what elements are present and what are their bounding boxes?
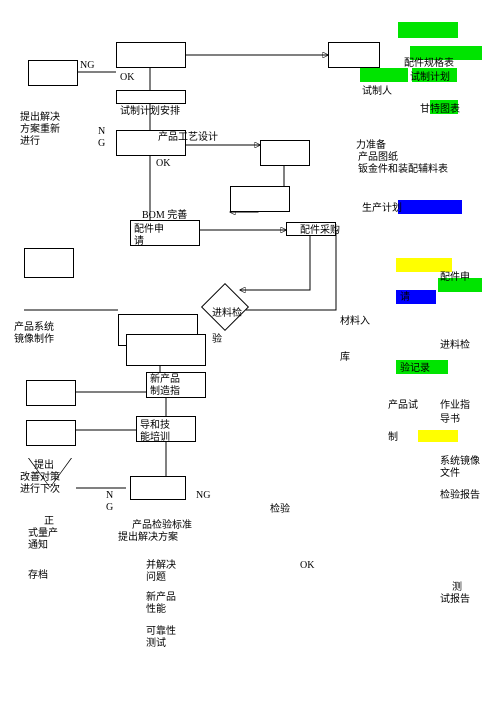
l-sheet: 钣金件和装配辅料表 (358, 164, 448, 176)
l-new-perf: 新产品 (146, 592, 176, 604)
l-test-rep: 测 (452, 582, 462, 594)
l-std2: 提出解决方案 (118, 532, 178, 544)
l-trial-make: 产品试 (388, 400, 418, 412)
l-trial-plan: 试制计划 (410, 72, 450, 84)
l-improve2: 改善对策 (20, 472, 60, 484)
l-ng-top: NG (80, 60, 94, 72)
l-ng-bot-g: G (106, 502, 113, 514)
l-in-rec: 验记录 (400, 363, 430, 375)
l-new-make: 新产品 (150, 374, 180, 386)
l-train2: 能培训 (140, 432, 170, 444)
l-sys-file2: 文件 (440, 468, 460, 480)
cb-part-y (396, 258, 452, 272)
cb-prod-plan (398, 200, 462, 214)
l-new-make2: 制造指 (150, 386, 180, 398)
cb-top-1 (398, 22, 458, 38)
l-test-rep2: 试报告 (440, 594, 470, 606)
l-make: 制 (388, 432, 398, 444)
l-opguide2: 导书 (440, 414, 460, 426)
l-bom: BOM 完善 (142, 210, 187, 222)
l-mass3: 通知 (28, 540, 48, 552)
l-in-insp-r: 进料检 (440, 340, 470, 352)
l-mat-in: 材料入 (340, 316, 370, 328)
l-ok-bot: OK (300, 560, 314, 572)
l-ok-top: OK (120, 72, 134, 84)
diamond-inspect (201, 283, 249, 331)
cb-make-y (418, 430, 458, 442)
l-solve-p: 并解决 (146, 560, 176, 572)
l-plan-arr: 试制计划安排 (120, 106, 180, 118)
l-improve3: 进行下次 (20, 484, 60, 496)
box-left-s2 (26, 420, 76, 446)
l-sys-img: 产品系统 (14, 322, 54, 334)
box-top-right (328, 42, 380, 68)
l-mass: 正 (44, 516, 54, 528)
box-process-r (260, 140, 310, 166)
l-parts-app2: 请 (400, 292, 410, 304)
l-ok-proc: OK (156, 158, 170, 170)
l-opguide: 作业指 (440, 400, 470, 412)
box-top-left (28, 60, 78, 86)
box-ng (130, 476, 186, 500)
l-stock: 库 (340, 352, 350, 364)
box-left-s1 (26, 380, 76, 406)
box-bom-r (230, 186, 290, 212)
l-prep: 力准备 (356, 140, 386, 152)
cb-top-3a (360, 68, 408, 82)
l-proc-des: 产品工艺设计 (158, 132, 218, 144)
l-in-insp2: 验 (212, 334, 222, 346)
l-drawing: 产品图纸 (358, 152, 398, 164)
l-solve-p2: 问题 (146, 572, 166, 584)
l-parts-req2: 请 (134, 236, 144, 248)
l-new-perf2: 性能 (146, 604, 166, 616)
l-in-insp: 进料检 (212, 308, 242, 320)
l-ng-bot-n: N (106, 490, 113, 502)
l-spec: 配件规格表 (404, 58, 454, 70)
l-sys-img2: 镜像制作 (14, 334, 54, 346)
l-parts-app: 配件申 (440, 272, 470, 284)
l-ng-lbl: NG (196, 490, 210, 502)
l-check: 检验 (270, 504, 290, 516)
diagram-stage: NGOK配件规格表试制计划试制人甘特图表试制计划安排提出解决方案重新进行NG产品… (0, 0, 500, 707)
box-sys-img-b (126, 334, 206, 366)
l-solve-1: 提出解决 (20, 112, 60, 124)
l-prod-plan: 生产计划 (362, 203, 402, 215)
l-parts-req: 配件申 (134, 224, 164, 236)
l-trial-ppl: 试制人 (362, 86, 392, 98)
l-reliab: 可靠性 (146, 626, 176, 638)
l-train: 导和技 (140, 420, 170, 432)
l-reliab2: 测试 (146, 638, 166, 650)
l-std: 产品检验标准 (132, 520, 192, 532)
l-ng-mid: N (98, 126, 105, 138)
l-solve-2: 方案重新 (20, 124, 60, 136)
l-ng-mid2: G (98, 138, 105, 150)
l-mass2: 式量产 (28, 528, 58, 540)
l-sys-file: 系统镜像 (440, 456, 480, 468)
box-plan (116, 90, 186, 104)
box-top-mid (116, 42, 186, 68)
l-archive: 存档 (28, 570, 48, 582)
l-parts-buy: 配件采购 (300, 225, 340, 237)
l-gantt: 甘特图表 (420, 104, 460, 116)
l-improve: 提出 (34, 460, 54, 472)
l-check-rep: 检验报告 (440, 490, 480, 502)
box-left-blank (24, 248, 74, 278)
l-solve-3: 进行 (20, 136, 40, 148)
